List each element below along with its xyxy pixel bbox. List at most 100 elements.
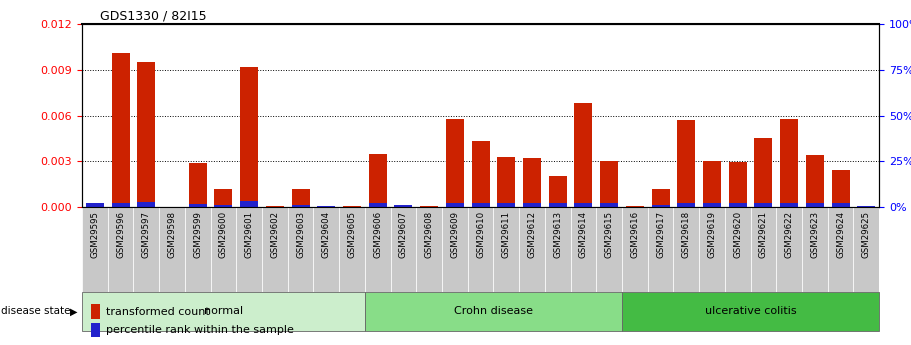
Bar <box>91 304 100 319</box>
Text: normal: normal <box>204 306 243 316</box>
Bar <box>107 207 133 292</box>
Text: GSM29620: GSM29620 <box>733 211 742 258</box>
Text: GSM29623: GSM29623 <box>810 211 819 258</box>
Text: GSM29599: GSM29599 <box>193 211 202 258</box>
Bar <box>754 203 773 207</box>
Bar <box>86 206 104 207</box>
Bar <box>575 104 592 207</box>
Text: Crohn disease: Crohn disease <box>454 306 533 316</box>
Bar <box>854 207 879 292</box>
Bar <box>189 204 207 207</box>
Text: GSM29601: GSM29601 <box>245 211 253 258</box>
Bar <box>828 207 854 292</box>
Bar <box>420 206 438 207</box>
Text: GSM29621: GSM29621 <box>759 211 768 258</box>
Bar <box>133 207 159 292</box>
Bar <box>570 207 597 292</box>
Text: percentile rank within the sample: percentile rank within the sample <box>106 325 294 335</box>
Bar <box>317 206 335 207</box>
Bar <box>857 206 875 207</box>
Bar <box>497 157 516 207</box>
Text: GSM29615: GSM29615 <box>605 211 614 258</box>
Bar <box>364 292 622 331</box>
Text: ▶: ▶ <box>70 306 77 316</box>
Bar <box>241 67 258 207</box>
Bar <box>339 207 364 292</box>
Bar <box>699 207 725 292</box>
Text: GSM29606: GSM29606 <box>374 211 383 258</box>
Text: GSM29608: GSM29608 <box>425 211 434 258</box>
Bar <box>725 207 751 292</box>
Text: GSM29600: GSM29600 <box>219 211 228 258</box>
Text: GSM29602: GSM29602 <box>271 211 280 258</box>
Bar <box>729 162 747 207</box>
Text: GSM29614: GSM29614 <box>578 211 588 258</box>
Text: GSM29622: GSM29622 <box>784 211 793 258</box>
Bar <box>111 53 129 207</box>
Text: GSM29605: GSM29605 <box>347 211 356 258</box>
Bar <box>832 170 850 207</box>
Bar <box>754 138 773 207</box>
Bar <box>780 203 798 207</box>
Bar <box>467 207 494 292</box>
Text: GSM29598: GSM29598 <box>168 211 177 258</box>
Bar <box>369 203 386 207</box>
Bar <box>82 292 364 331</box>
Bar <box>802 207 828 292</box>
Bar <box>394 205 413 207</box>
Bar <box>626 206 644 207</box>
Bar <box>241 201 258 207</box>
Text: GSM29618: GSM29618 <box>681 211 691 258</box>
Bar <box>91 323 100 337</box>
Text: disease state: disease state <box>1 306 70 316</box>
Bar <box>138 202 155 207</box>
Bar <box>677 203 695 207</box>
Bar <box>729 203 747 207</box>
Text: ulcerative colitis: ulcerative colitis <box>705 306 796 316</box>
Bar <box>369 154 386 207</box>
Text: GSM29619: GSM29619 <box>708 211 716 258</box>
Bar <box>138 62 155 207</box>
Bar <box>317 206 335 207</box>
Bar <box>548 176 567 207</box>
Bar <box>600 203 619 207</box>
Bar <box>189 163 207 207</box>
Text: GSM29612: GSM29612 <box>527 211 537 258</box>
Text: GSM29624: GSM29624 <box>836 211 845 258</box>
Bar <box>442 207 467 292</box>
Bar <box>214 189 232 207</box>
Text: GSM29613: GSM29613 <box>553 211 562 258</box>
Bar <box>806 203 824 207</box>
Bar <box>497 203 516 207</box>
Bar <box>82 207 107 292</box>
Bar <box>111 203 129 207</box>
Bar <box>394 205 413 207</box>
Bar <box>236 207 262 292</box>
Bar <box>622 292 879 331</box>
Text: GSM29596: GSM29596 <box>116 211 125 258</box>
Bar <box>857 206 875 207</box>
Bar <box>210 207 236 292</box>
Bar <box>648 207 673 292</box>
Bar <box>523 203 541 207</box>
Bar <box>313 207 339 292</box>
Bar <box>673 207 699 292</box>
Bar <box>776 207 802 292</box>
Bar <box>288 207 313 292</box>
Bar <box>472 203 489 207</box>
Text: GSM29625: GSM29625 <box>862 211 871 258</box>
Text: transformed count: transformed count <box>106 307 210 316</box>
Bar <box>832 203 850 207</box>
Bar <box>445 119 464 207</box>
Bar <box>545 207 570 292</box>
Bar <box>494 207 519 292</box>
Bar <box>600 160 619 207</box>
Bar <box>86 203 104 207</box>
Bar <box>523 158 541 207</box>
Text: GSM29603: GSM29603 <box>296 211 305 258</box>
Bar <box>703 203 721 207</box>
Bar <box>651 189 670 207</box>
Bar <box>364 207 391 292</box>
Bar <box>677 120 695 207</box>
Text: GSM29595: GSM29595 <box>90 211 99 258</box>
